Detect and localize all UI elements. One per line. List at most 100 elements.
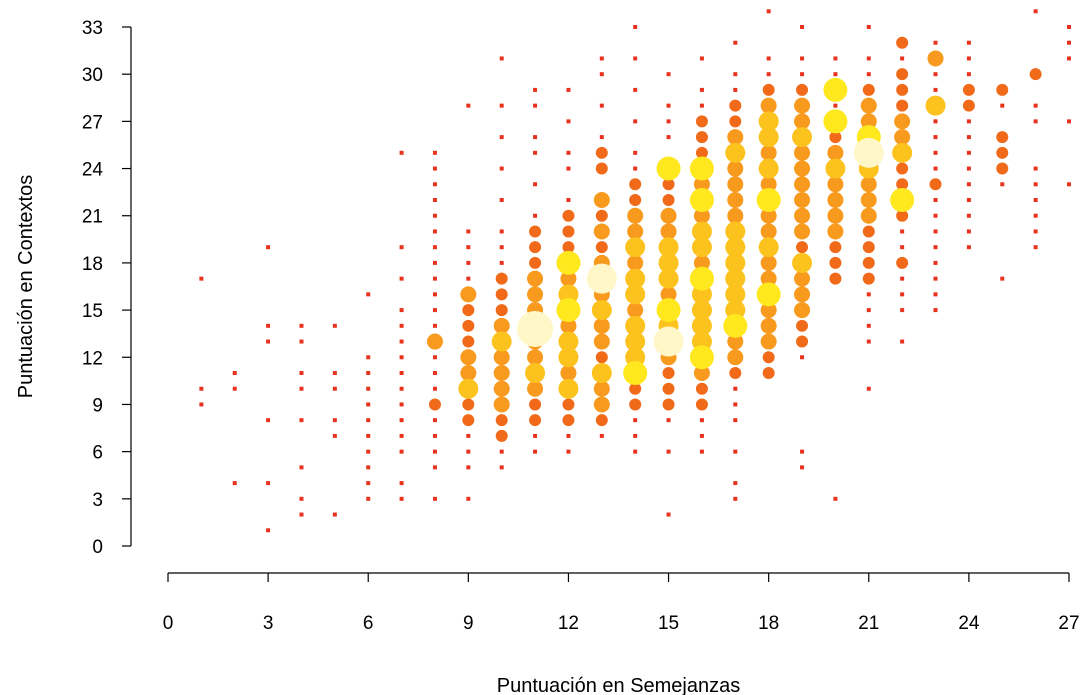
scatter-point: [432, 245, 437, 250]
scatter-point: [794, 192, 811, 208]
scatter-point: [966, 229, 971, 234]
scatter-point: [266, 481, 271, 486]
scatter-point: [691, 300, 712, 321]
scatter-point: [332, 433, 337, 438]
scatter-point: [595, 209, 608, 222]
scatter-point: [491, 331, 512, 352]
scatter-point: [432, 449, 437, 454]
scatter-point: [693, 176, 710, 193]
scatter-point: [599, 56, 604, 61]
scatter-point: [529, 398, 542, 411]
scatter-point: [199, 402, 204, 407]
scatter-point: [591, 363, 612, 383]
scatter-point: [432, 229, 437, 234]
scatter-point: [862, 225, 875, 238]
scatter-point: [399, 449, 404, 454]
scatter-point: [633, 433, 638, 438]
scatter-point: [699, 56, 704, 61]
scatter-point: [623, 361, 648, 385]
scatter-point: [629, 382, 642, 395]
scatter-point: [462, 335, 475, 348]
scatter-point: [1000, 182, 1005, 187]
scatter-point: [529, 225, 542, 238]
scatter-point: [432, 182, 437, 187]
scatter-point: [794, 270, 811, 287]
scatter-point: [593, 192, 610, 208]
scatter-point: [493, 349, 510, 366]
scatter-point: [733, 418, 738, 423]
scatter-point: [689, 188, 714, 212]
scatter-point: [366, 418, 371, 423]
scatter-point: [499, 166, 504, 171]
scatter-point: [462, 319, 475, 332]
scatter-point: [896, 99, 909, 112]
scatter-point: [499, 135, 504, 140]
scatter-point: [792, 127, 813, 148]
scatter-point: [660, 207, 677, 224]
scatter-point: [299, 418, 304, 423]
scatter-point: [299, 512, 304, 517]
scatter-point: [794, 223, 811, 240]
scatter-point: [894, 113, 911, 130]
scatter-point: [533, 150, 538, 155]
scatter-point: [760, 144, 777, 161]
scatter-point: [366, 465, 371, 470]
scatter-point: [699, 103, 704, 108]
scatter-point: [900, 56, 905, 61]
scatter-point: [558, 347, 579, 368]
scatter-point: [666, 449, 671, 454]
y-tick-label: 9: [92, 395, 103, 416]
scatter-point: [332, 323, 337, 328]
scatter-point: [693, 207, 710, 224]
scatter-point: [533, 449, 538, 454]
scatter-point: [933, 260, 938, 265]
scatter-point: [432, 308, 437, 313]
scatter-point: [962, 83, 975, 96]
scatter-point: [727, 192, 744, 208]
scatter-point: [933, 308, 938, 313]
scatter-point: [966, 245, 971, 250]
scatter-point: [566, 87, 571, 92]
scatter-point: [756, 188, 781, 212]
scatter-point: [595, 162, 608, 175]
scatter-point: [432, 386, 437, 391]
scatter-point: [725, 221, 746, 242]
scatter-point: [829, 241, 842, 254]
scatter-point: [299, 496, 304, 501]
scatter-point: [595, 146, 608, 159]
scatter-point: [833, 496, 838, 501]
x-axis-ticks: 0 3 6 9 12 15 18 21 24 27: [163, 573, 1080, 634]
scatter-point: [562, 225, 575, 238]
scatter-point: [527, 270, 544, 287]
scatter-point: [933, 198, 938, 202]
x-tick-label: 0: [163, 613, 174, 634]
scatter-point: [560, 270, 577, 287]
scatter-point: [460, 365, 477, 381]
scatter-point: [800, 355, 805, 360]
scatter-point: [660, 223, 677, 240]
scatter-point: [796, 241, 809, 254]
scatter-point: [633, 25, 638, 29]
scatter-point: [299, 465, 304, 470]
scatter-point: [432, 213, 437, 218]
scatter-point: [1033, 182, 1038, 187]
scatter-point: [432, 355, 437, 360]
scatter-point: [593, 380, 610, 397]
scatter-point: [332, 418, 337, 423]
scatter-point: [266, 323, 271, 328]
scatter-point: [794, 302, 811, 319]
scatter-point: [629, 178, 642, 191]
scatter-point: [860, 97, 877, 114]
scatter-point: [766, 72, 771, 77]
scatter-point: [927, 50, 944, 67]
scatter-point: [794, 176, 811, 193]
scatter-point: [629, 194, 642, 206]
scatter-point: [533, 135, 538, 140]
scatter-point: [996, 131, 1009, 144]
scatter-point: [432, 418, 437, 423]
scatter-point: [900, 292, 905, 297]
scatter-point: [1029, 68, 1042, 81]
y-tick-label: 6: [92, 443, 103, 464]
scatter-point: [629, 398, 642, 411]
scatter-point: [929, 178, 942, 191]
